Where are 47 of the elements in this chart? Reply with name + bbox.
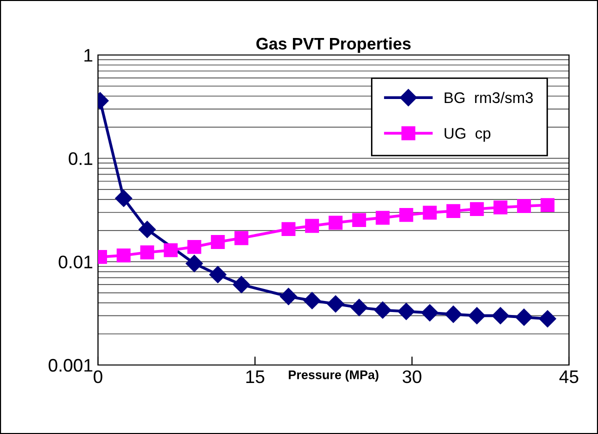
x-tick-label: 15 xyxy=(246,370,264,384)
point xyxy=(138,220,156,238)
point xyxy=(210,235,225,249)
point xyxy=(327,295,344,312)
y-tick-label: 0.01 xyxy=(58,256,92,268)
point xyxy=(470,202,484,216)
point xyxy=(116,248,131,262)
point xyxy=(515,308,533,326)
point xyxy=(232,276,250,294)
point xyxy=(517,199,531,214)
point xyxy=(492,307,509,324)
point xyxy=(303,292,321,310)
point xyxy=(538,310,556,328)
point xyxy=(398,302,415,320)
point xyxy=(140,245,154,260)
point xyxy=(209,266,226,284)
point xyxy=(187,240,202,254)
x-tick-label: 0 xyxy=(94,370,102,384)
point xyxy=(282,222,296,236)
y-tick-label: 0.1 xyxy=(68,152,92,166)
point xyxy=(422,206,437,220)
point xyxy=(421,304,438,322)
point xyxy=(376,210,390,225)
x-tick-label: 30 xyxy=(402,370,422,384)
point xyxy=(234,231,248,246)
point xyxy=(540,198,554,212)
point xyxy=(446,204,460,218)
point xyxy=(468,307,486,324)
point xyxy=(280,288,298,306)
point xyxy=(444,306,462,323)
point xyxy=(328,216,343,230)
y-tick-label: 0.001 xyxy=(48,358,92,372)
legend-label: BG rm3/sm3 xyxy=(444,92,533,104)
point xyxy=(399,208,414,222)
chart-title: Gas PVT Properties xyxy=(256,37,411,53)
point xyxy=(350,298,368,316)
x-axis-title: Pressure (MPa) xyxy=(288,370,378,382)
point xyxy=(305,218,319,233)
point xyxy=(186,254,203,272)
point xyxy=(494,200,508,214)
point xyxy=(164,243,178,258)
x-tick-label: 45 xyxy=(559,370,578,384)
legend-label: UG cp xyxy=(444,128,490,142)
y-tick-label: 1 xyxy=(84,49,92,62)
point xyxy=(115,190,132,207)
point xyxy=(352,213,366,227)
point xyxy=(374,302,392,319)
